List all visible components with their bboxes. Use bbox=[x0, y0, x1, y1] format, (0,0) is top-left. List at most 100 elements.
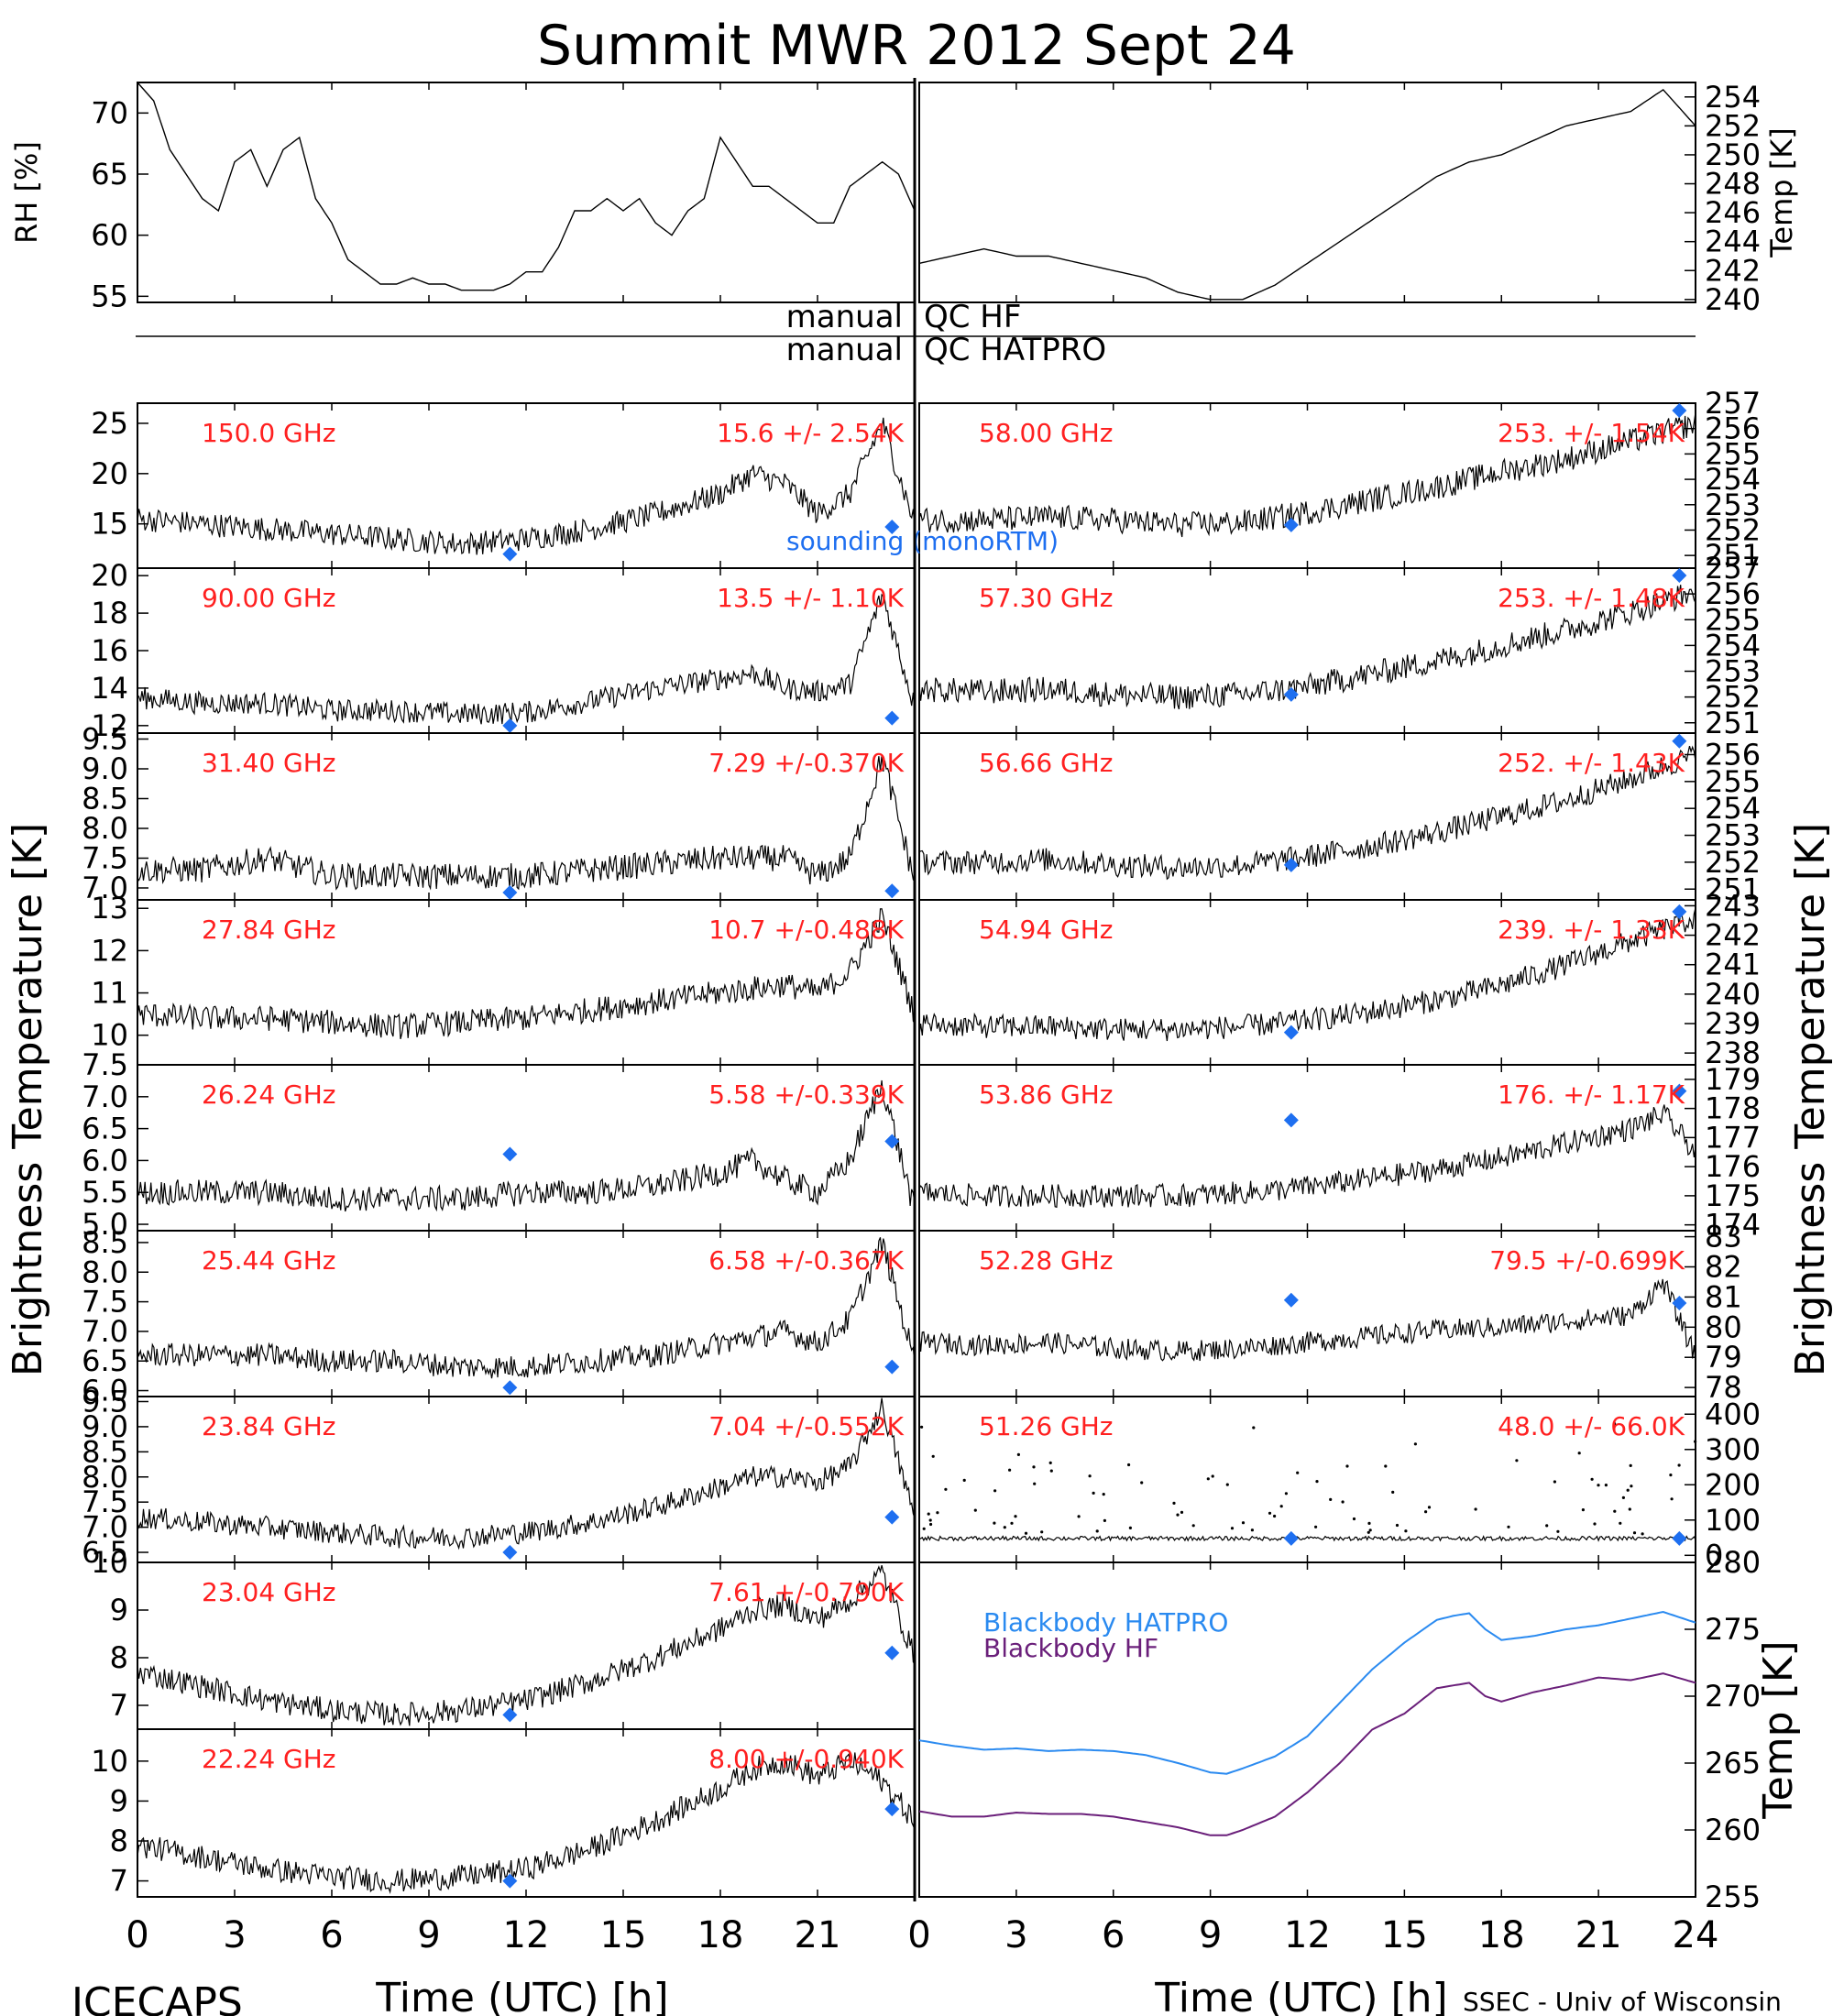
sounding-marker bbox=[1283, 1112, 1299, 1128]
legend-0: Blackbody HATPRO bbox=[983, 1607, 1228, 1638]
x-tick-label-left: 6 bbox=[320, 1914, 343, 1956]
y-tick-label: 253 bbox=[1705, 488, 1761, 522]
sounding-marker bbox=[1283, 857, 1299, 872]
y-tick-label: 7.5 bbox=[82, 841, 128, 876]
y-tick-label: 242 bbox=[1705, 918, 1761, 953]
y-tick-label: 55 bbox=[91, 279, 128, 313]
y-tick-label: 238 bbox=[1705, 1035, 1761, 1070]
outlier-point bbox=[929, 1522, 933, 1527]
y-tick-label: 9.0 bbox=[82, 1409, 128, 1444]
outlier-point bbox=[973, 1508, 977, 1512]
sounding-marker bbox=[1672, 568, 1687, 583]
x-tick-label-right: 21 bbox=[1575, 1914, 1622, 1956]
y-tick-label: 254 bbox=[1705, 80, 1761, 115]
y-tick-label: 256 bbox=[1705, 737, 1761, 772]
sounding-marker bbox=[1283, 686, 1299, 702]
x-tick-label-right: 24 bbox=[1673, 1914, 1719, 1956]
channel-label: 23.04 GHz bbox=[202, 1577, 336, 1607]
outlier-point bbox=[1677, 1463, 1681, 1467]
y-tick-label: 6.5 bbox=[82, 1112, 128, 1146]
sounding-marker bbox=[884, 883, 900, 899]
channel-stats: 252. +/- 1.43K bbox=[1498, 748, 1685, 778]
y-tick-label: 257 bbox=[1705, 386, 1761, 421]
outlier-point bbox=[1032, 1465, 1036, 1469]
series-line-0 bbox=[918, 1610, 1696, 1775]
data-trace bbox=[137, 1565, 916, 1726]
y-tick-label: 280 bbox=[1705, 1545, 1761, 1580]
outlier-point bbox=[1206, 1477, 1210, 1481]
sounding-marker bbox=[1672, 403, 1687, 418]
y-tick-label: 176 bbox=[1705, 1149, 1761, 1184]
outlier-point bbox=[1507, 1525, 1510, 1528]
outlier-point bbox=[931, 1454, 935, 1458]
outlier-point bbox=[1641, 1532, 1644, 1536]
outlier-point bbox=[1621, 1496, 1625, 1499]
outlier-point bbox=[1629, 1463, 1632, 1467]
panel-left-4: 10 11 12 13 27.84 GHz 10.7 +/-0.488K bbox=[91, 891, 916, 1066]
outlier-point bbox=[1368, 1528, 1372, 1532]
y-tick-label: 200 bbox=[1705, 1467, 1761, 1502]
outlier-point bbox=[1384, 1464, 1388, 1468]
qc-left-2: manual bbox=[786, 332, 903, 368]
y-tick-label: 0 bbox=[1705, 1538, 1723, 1572]
y-tick-label: 178 bbox=[1705, 1091, 1761, 1126]
outlier-point bbox=[1252, 1426, 1256, 1430]
sounding-marker bbox=[502, 1545, 518, 1561]
panel-left-5: 5.05.56.06.57.07.5 26.24 GHz 5.58 +/-0.339… bbox=[82, 1047, 916, 1242]
y-tick-label: 174 bbox=[1705, 1208, 1761, 1243]
x-tick-label-right: 0 bbox=[907, 1914, 930, 1956]
sounding-marker bbox=[1672, 904, 1687, 919]
y-tick-label: 175 bbox=[1705, 1178, 1761, 1213]
channel-label: 25.44 GHz bbox=[202, 1245, 336, 1276]
outlier-point bbox=[1474, 1507, 1477, 1511]
outlier-point bbox=[1088, 1474, 1092, 1478]
channel-stats: 79.5 +/-0.699K bbox=[1489, 1245, 1685, 1276]
y-tick-label: 7.0 bbox=[82, 1314, 128, 1349]
x-tick-label-right: 6 bbox=[1102, 1914, 1125, 1956]
data-trace bbox=[918, 1535, 1696, 1542]
qc-right-1: QC HF bbox=[924, 299, 1021, 335]
panel-right-9: 255 260 265 270 275 280 Blackbody HATPROBlackb… bbox=[918, 1545, 1802, 1914]
y-tick-label: 254 bbox=[1705, 791, 1761, 826]
x-tick-label-right: 3 bbox=[1004, 1914, 1027, 1956]
y-tick-label: 10 bbox=[91, 1018, 128, 1053]
y-tick-label: 7.0 bbox=[82, 1079, 128, 1114]
qc-left-1: manual bbox=[786, 299, 903, 335]
data-trace bbox=[137, 593, 916, 725]
outlier-point bbox=[928, 1518, 932, 1522]
outlier-point bbox=[1211, 1474, 1214, 1478]
channel-label: 26.24 GHz bbox=[202, 1079, 336, 1110]
y-tick-label: 80 bbox=[1705, 1309, 1742, 1344]
x-axis-label-left: Time (UTC) [h] bbox=[375, 1975, 668, 2016]
y-tick-label: 6.5 bbox=[82, 1535, 128, 1570]
sounding-marker bbox=[884, 710, 900, 726]
channel-label: 52.28 GHz bbox=[979, 1245, 1114, 1276]
outlier-point bbox=[1040, 1530, 1044, 1534]
x-axis-label-right: Time (UTC) [h] bbox=[1154, 1975, 1447, 2016]
outlier-point bbox=[1613, 1509, 1617, 1513]
y-tick-label: 270 bbox=[1705, 1679, 1761, 1714]
y-axis-label: Temp [K] bbox=[1755, 1640, 1802, 1819]
y-tick-label: 400 bbox=[1705, 1397, 1761, 1431]
y-tick-label: 241 bbox=[1705, 948, 1761, 982]
outlier-point bbox=[1008, 1468, 1012, 1472]
outlier-point bbox=[1632, 1531, 1637, 1535]
channel-stats: 5.58 +/-0.339K bbox=[708, 1079, 904, 1110]
series-line-1 bbox=[918, 1672, 1696, 1836]
right-y-axis-label: Brightness Temperature [K] bbox=[1787, 823, 1833, 1376]
outlier-point bbox=[1427, 1506, 1432, 1509]
sounding-marker bbox=[884, 1134, 900, 1149]
y-tick-label: 265 bbox=[1705, 1746, 1761, 1780]
channel-stats: 15.6 +/- 2.54K bbox=[717, 418, 904, 448]
y-tick-label: 254 bbox=[1705, 462, 1761, 497]
channel-label: 23.84 GHz bbox=[202, 1411, 336, 1441]
y-tick-label: 6.0 bbox=[82, 1374, 128, 1408]
outlier-point bbox=[1048, 1461, 1052, 1464]
channel-stats: 10.7 +/-0.488K bbox=[708, 915, 904, 945]
y-tick-label: 240 bbox=[1705, 977, 1761, 1012]
channel-stats: 13.5 +/- 1.10K bbox=[717, 583, 904, 613]
y-tick-label: 10 bbox=[91, 1744, 128, 1779]
data-trace bbox=[137, 1397, 916, 1550]
y-tick-label: 83 bbox=[1705, 1220, 1742, 1255]
